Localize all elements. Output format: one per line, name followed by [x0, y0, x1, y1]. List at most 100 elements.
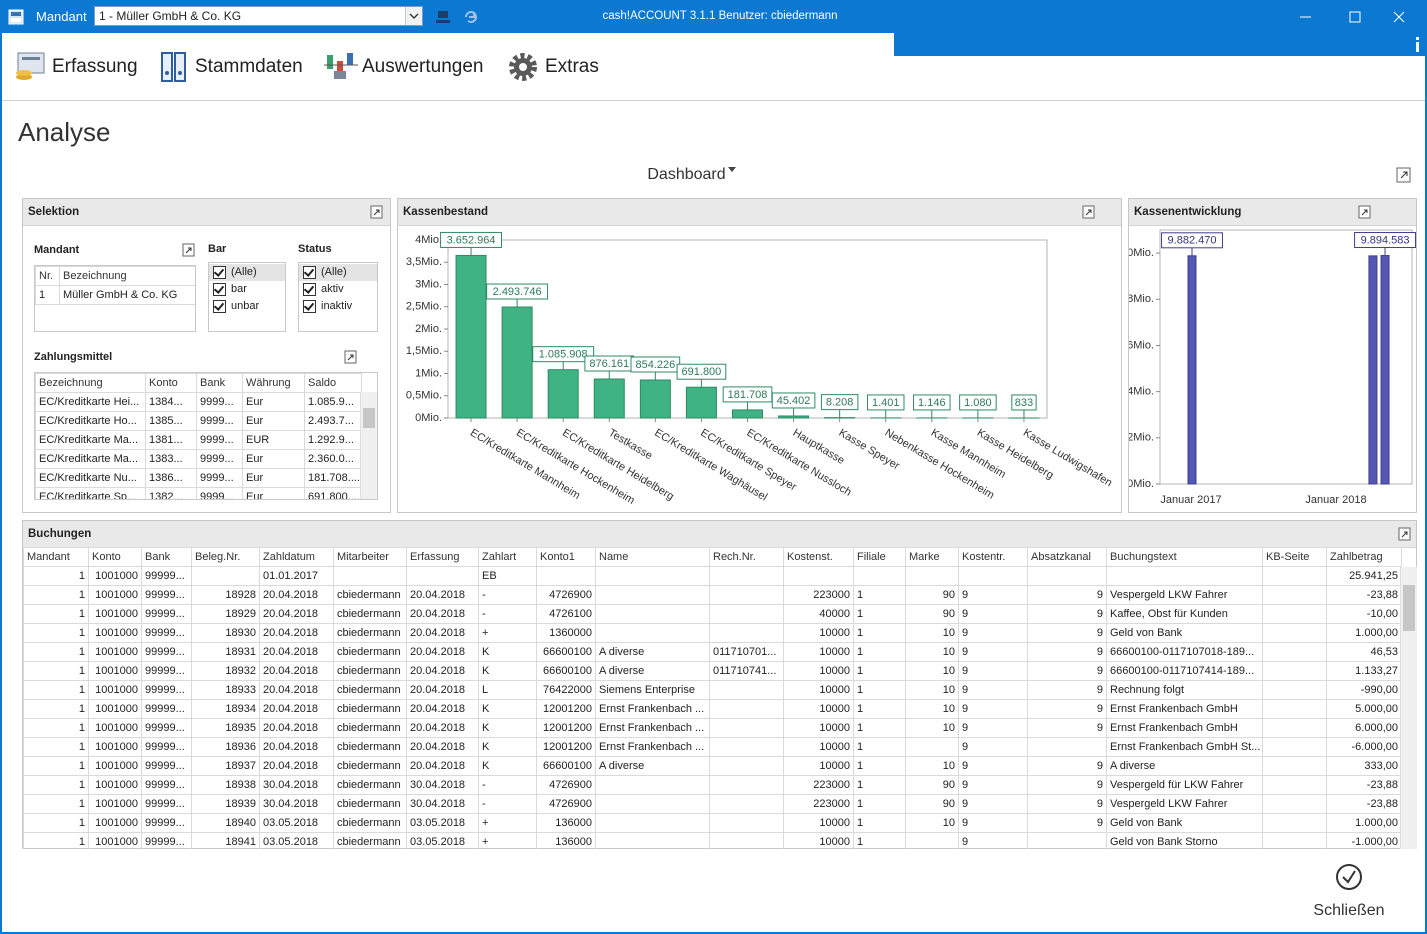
table-cell	[595, 832, 710, 849]
table-row: 1 1001000 99999... 18936 20.04.2018 cbiederma…	[23, 737, 1402, 757]
table-cell: 1001000	[88, 756, 142, 776]
table-cell: 20.04.2018	[259, 737, 334, 757]
table-cell: 9	[958, 585, 1028, 605]
table-cell: 011710701...	[709, 642, 784, 662]
y-tick-label: 4Mio.	[1129, 386, 1154, 398]
table-cell: 12001200	[536, 699, 596, 719]
table-row: 1 1001000 99999... 18935 20.04.2018 cbiederma…	[23, 718, 1402, 738]
table-cell	[1262, 737, 1327, 757]
column-header: Absatzkanal	[1027, 547, 1107, 567]
scrollbar-thumb	[363, 408, 375, 428]
window-controls[interactable]	[1290, 6, 1420, 28]
table-cell: 03.05.2018	[406, 813, 479, 833]
table-cell: 03.05.2018	[406, 832, 479, 849]
erfassung-icon	[16, 52, 45, 80]
table-cell: EC/Kreditkarte Ma...	[35, 449, 146, 469]
mandant-select[interactable]: 1 - Müller GmbH & Co. KG	[94, 6, 423, 26]
value-label-box	[1161, 232, 1223, 249]
stammdaten-icon	[161, 52, 186, 82]
export-icon[interactable]	[1358, 205, 1372, 219]
checkbox-item[interactable]: unbar	[209, 298, 285, 315]
scrollbar	[360, 392, 377, 499]
checkbox-item[interactable]: inaktiv	[299, 298, 377, 315]
table-cell: 9	[958, 661, 1028, 681]
value-label: 45.402	[777, 395, 811, 407]
y-tick-label: 3,5Mio.	[406, 256, 442, 268]
export-icon[interactable]	[1396, 167, 1412, 183]
close-button[interactable]: Schließen	[1313, 902, 1385, 919]
table-cell: Siemens Enterprise	[595, 680, 710, 700]
table-cell: 9	[1027, 623, 1107, 643]
table-cell: cbiedermann	[333, 623, 407, 643]
table-cell: 1	[23, 813, 89, 833]
table-cell: Geld von Bank	[1106, 623, 1263, 643]
table-cell: 1.292.9...	[304, 430, 362, 450]
value-label-box	[486, 283, 549, 300]
table-cell: 66600100-0117107414-189...	[1106, 661, 1263, 681]
table-cell: 20.04.2018	[406, 737, 479, 757]
table-cell: 20.04.2018	[259, 699, 334, 719]
table-cell: 1	[23, 623, 89, 643]
table-row: EC/Kreditkarte Ma... 1381... 9999... EUR 1.2…	[35, 430, 362, 450]
menu-item[interactable]: Stammdaten	[195, 56, 303, 77]
table-row: 1 1001000 99999... 18932 20.04.2018 cbiederma…	[23, 661, 1402, 681]
table-cell: 1	[23, 604, 89, 624]
table-cell: 1001000	[88, 585, 142, 605]
menu-item[interactable]: Extras	[545, 56, 599, 77]
column-header: Bezeichnung	[35, 373, 146, 393]
column-header: Zahlbetrag	[1326, 547, 1402, 567]
table-cell: K	[478, 737, 537, 757]
menu-item[interactable]: Auswertungen	[362, 56, 484, 77]
table-cell: 1	[35, 285, 60, 305]
table-cell: 1	[853, 775, 906, 795]
checkbox-item[interactable]: (Alle)	[209, 264, 285, 281]
table-cell: -	[478, 604, 537, 624]
table-cell: -990,00	[1326, 680, 1402, 700]
table-cell: 18940	[191, 813, 260, 833]
table-cell: 333,00	[1326, 756, 1402, 776]
table-cell: Ernst Frankenbach GmbH	[1106, 718, 1263, 738]
table-cell: 66600100	[536, 756, 596, 776]
table-cell	[1262, 718, 1327, 738]
table-cell	[709, 775, 784, 795]
close-icon[interactable]	[1334, 862, 1364, 892]
export-icon[interactable]	[182, 243, 196, 257]
table-cell	[853, 566, 906, 586]
table-cell: 20.04.2018	[259, 642, 334, 662]
column-header: Währung	[242, 373, 305, 393]
table-cell	[595, 604, 710, 624]
export-icon[interactable]	[1398, 527, 1412, 541]
table-cell: 99999...	[141, 756, 192, 776]
table-cell: 18939	[191, 794, 260, 814]
export-icon[interactable]	[344, 350, 358, 364]
dashboard-title[interactable]: Dashboard	[600, 166, 784, 184]
table-cell: Ernst Frankenbach GmbH	[1106, 699, 1263, 719]
value-label: 833	[1015, 397, 1033, 409]
table-cell	[1106, 566, 1263, 586]
table-cell	[709, 737, 784, 757]
checkbox-item[interactable]: aktiv	[299, 281, 377, 298]
dropdown-button[interactable]	[405, 7, 422, 25]
table-cell: 18938	[191, 775, 260, 795]
title-icons	[436, 11, 477, 23]
table-cell: 136000	[536, 813, 596, 833]
table-cell: +	[478, 813, 537, 833]
table-cell: 99999...	[141, 604, 192, 624]
value-label: 1.080	[964, 397, 992, 409]
table-cell	[595, 566, 710, 586]
checkbox-item[interactable]: bar	[209, 281, 285, 298]
export-icon[interactable]	[370, 205, 384, 219]
table-cell: 20.04.2018	[406, 699, 479, 719]
export-icon[interactable]	[1082, 205, 1096, 219]
checkbox-item[interactable]: (Alle)	[299, 264, 377, 281]
table-cell	[709, 699, 784, 719]
menu-item[interactable]: Erfassung	[52, 56, 138, 77]
table-cell: 6.000,00	[1326, 718, 1402, 738]
table-cell: 03.05.2018	[259, 832, 334, 849]
value-label: 854.226	[635, 359, 675, 371]
table-cell: 10	[905, 718, 959, 738]
header-row: Bezeichnung Konto Bank Währung Saldo	[35, 373, 362, 393]
y-tick-label: 0Mio.	[415, 412, 442, 424]
table-cell: 99999...	[141, 661, 192, 681]
